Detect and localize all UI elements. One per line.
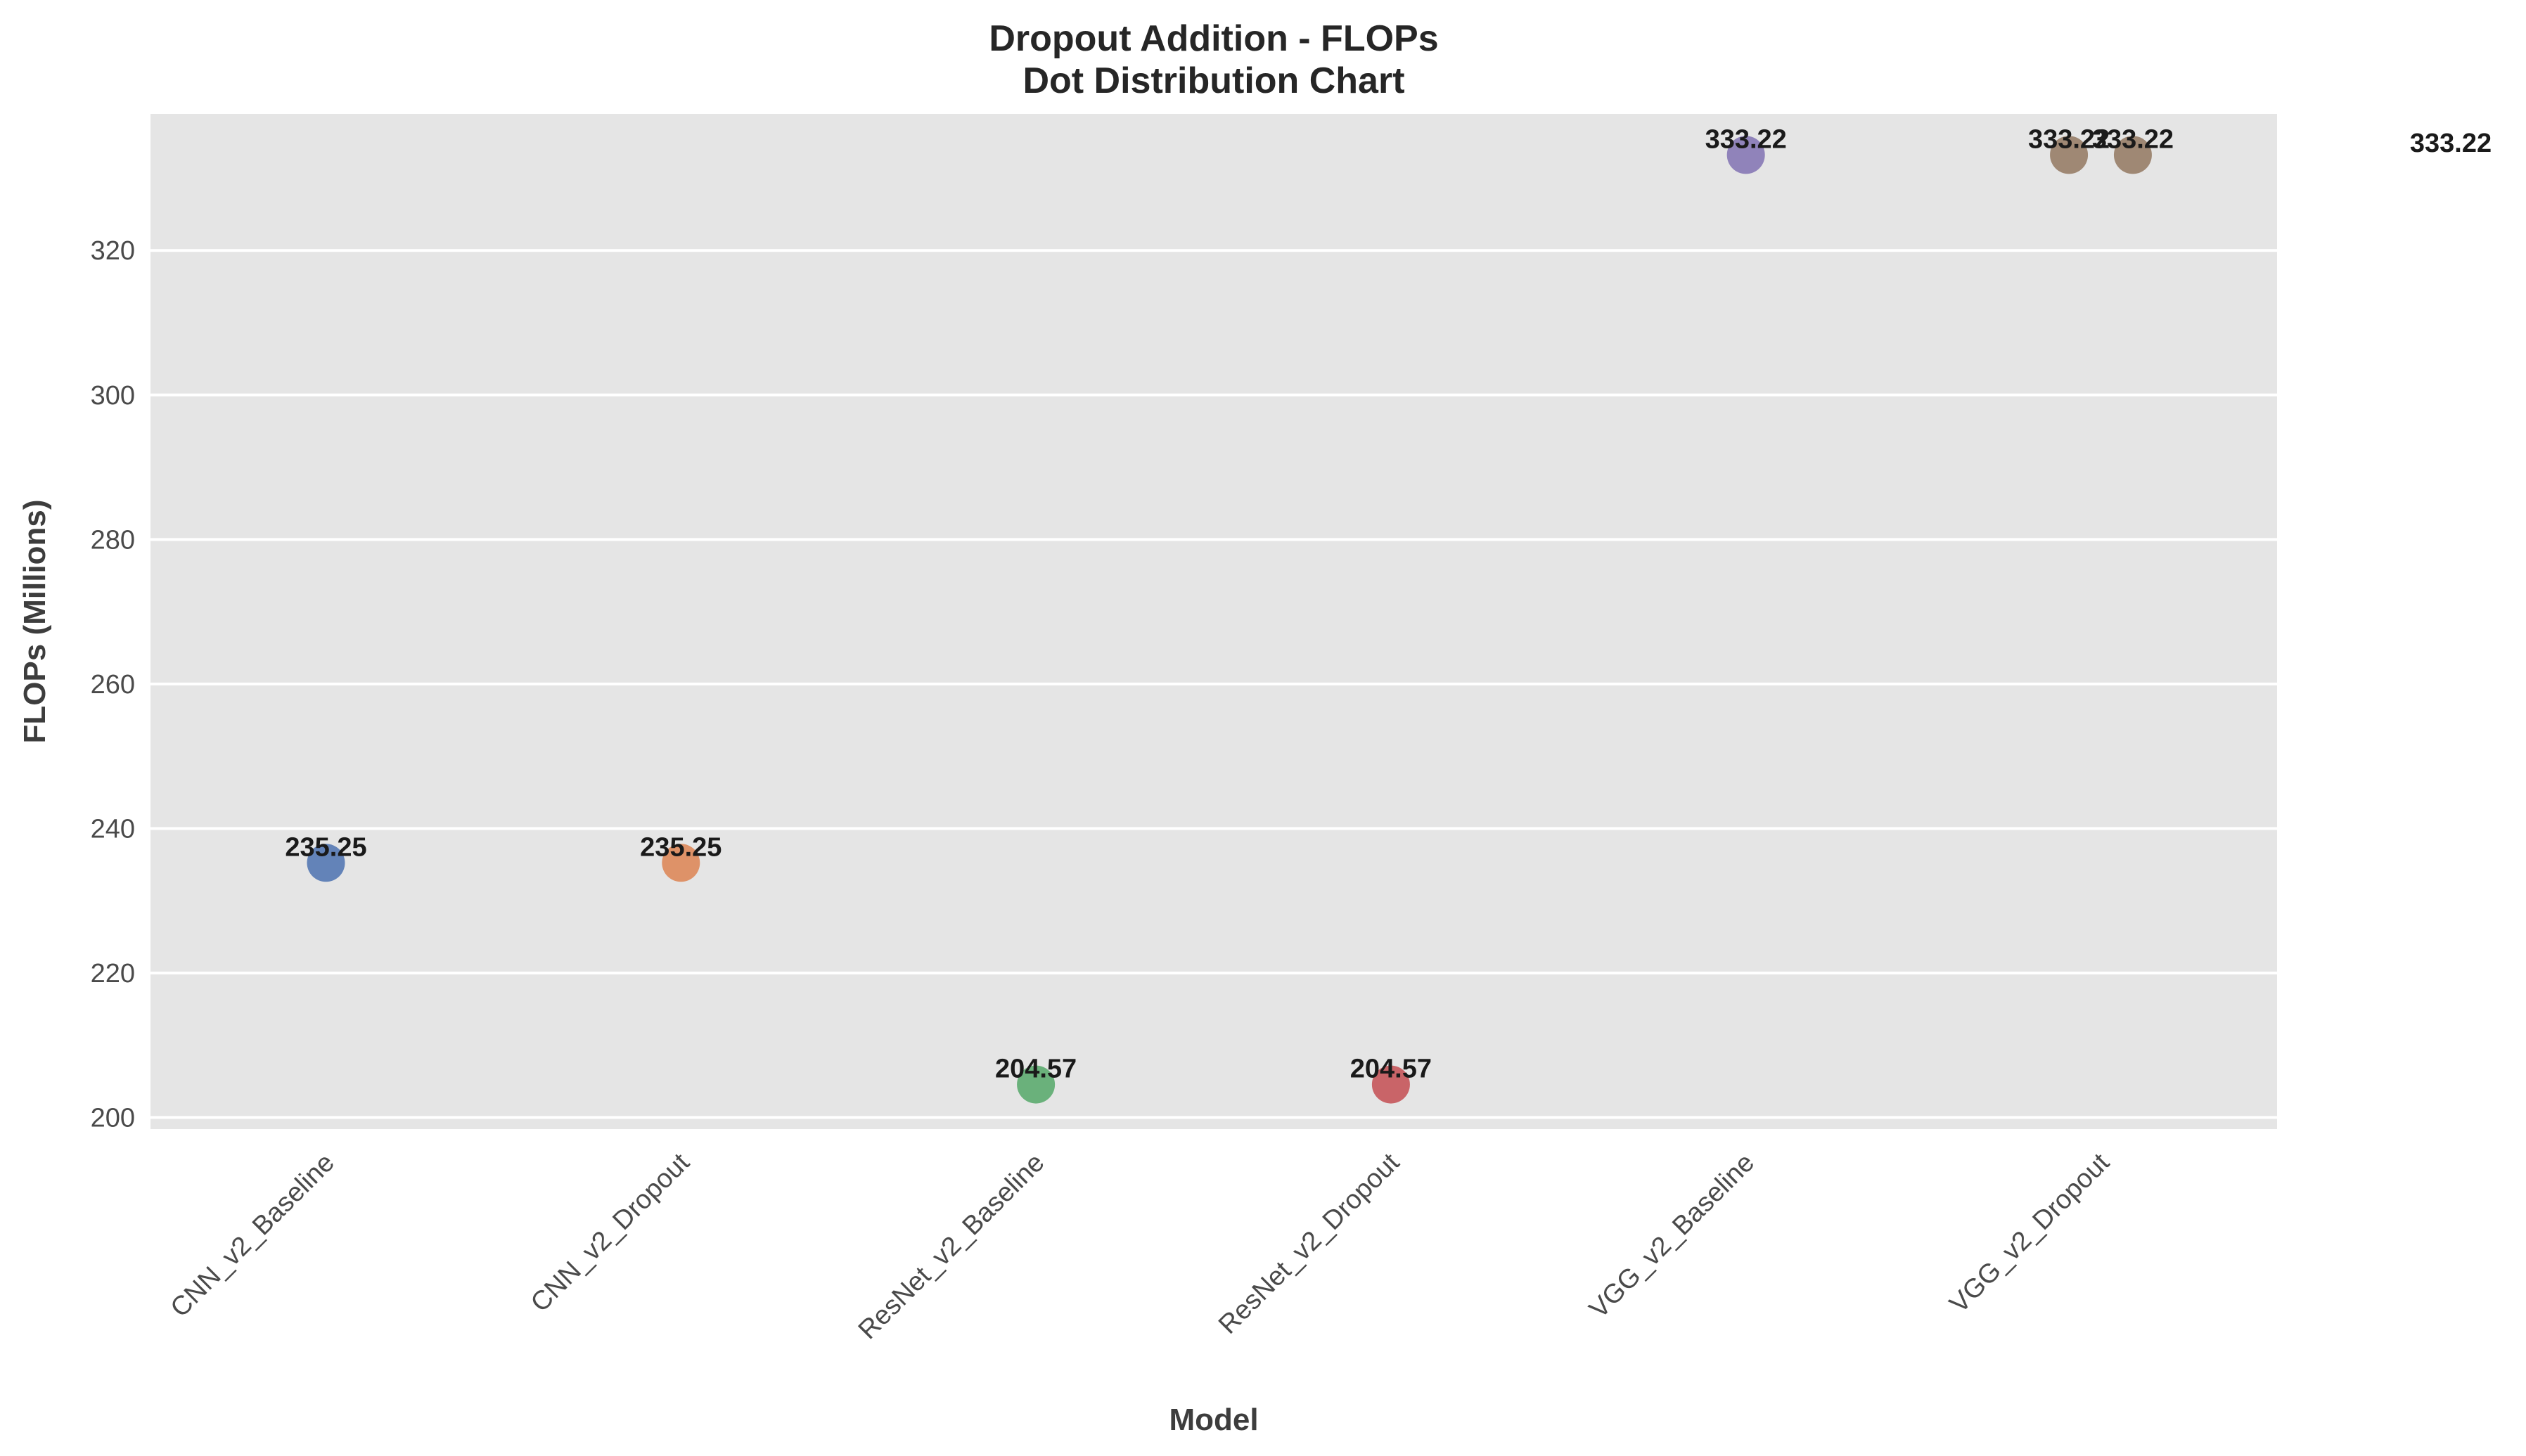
data-label: 204.57 bbox=[995, 1055, 1077, 1084]
data-point bbox=[307, 844, 345, 882]
data-label: 333.22 bbox=[1705, 124, 1787, 154]
y-tick-label: 220 bbox=[91, 959, 135, 988]
data-point bbox=[2113, 136, 2152, 174]
chart-title: Dropout Addition - FLOPs bbox=[989, 18, 1438, 59]
data-points bbox=[307, 136, 2152, 1104]
y-tick-label: 260 bbox=[91, 670, 135, 700]
data-label: 235.25 bbox=[285, 832, 366, 862]
y-tick-label: 240 bbox=[91, 814, 135, 844]
y-tick-label: 280 bbox=[91, 525, 135, 555]
data-label: 204.57 bbox=[1350, 1055, 1432, 1084]
data-point bbox=[2050, 136, 2089, 174]
y-tick-labels: 200 220 240 260 280 300 320 bbox=[91, 236, 135, 1133]
data-point bbox=[1371, 1065, 1410, 1104]
data-label: 333.22 bbox=[2028, 124, 2110, 154]
plot-area bbox=[150, 114, 2277, 1129]
data-point bbox=[1726, 136, 1765, 174]
data-label: 235.25 bbox=[640, 832, 722, 862]
y-tick-label: 200 bbox=[91, 1104, 135, 1133]
y-tick-label: 300 bbox=[91, 381, 135, 411]
x-axis-label: Model bbox=[1169, 1403, 1258, 1437]
grid-lines bbox=[150, 249, 2277, 1119]
data-label: 333.22 bbox=[2092, 124, 2174, 154]
outside-data-label: 333.22 bbox=[2410, 129, 2492, 158]
y-tick-label: 320 bbox=[91, 236, 135, 266]
data-point bbox=[662, 844, 700, 882]
chart-subtitle: Dot Distribution Chart bbox=[1022, 60, 1404, 101]
y-axis-label: FLOPs (Millions) bbox=[18, 499, 52, 743]
data-point bbox=[1017, 1065, 1056, 1104]
